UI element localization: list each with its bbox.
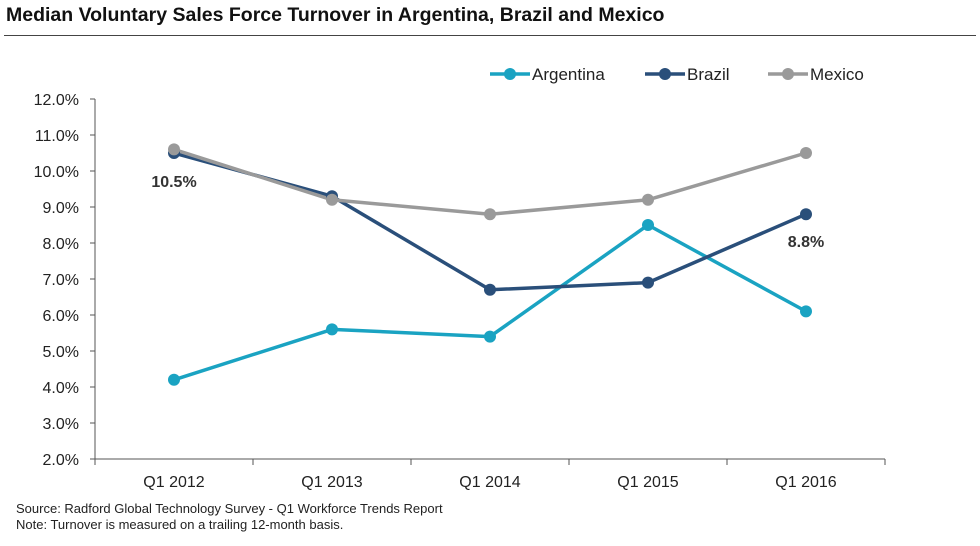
series-line-brazil — [173, 151, 807, 292]
y-tick-label: 2.0% — [43, 452, 79, 469]
chart-axes: 2.0% 3.0% 4.0% 5.0% 6.0% 7.0% 8.0% 9.0% 10.0% 11.… — [34, 92, 886, 491]
x-tick-label: Q1 2014 — [459, 474, 520, 491]
y-tick-label: 5.0% — [43, 344, 79, 361]
chart-lines — [173, 147, 807, 382]
data-point-brazil — [642, 276, 654, 289]
chart-annotations: 10.5% 8.8% — [151, 174, 824, 251]
legend-marker — [659, 68, 671, 80]
data-point-argentina — [326, 323, 338, 336]
title-divider — [4, 35, 976, 36]
data-point-mexico — [642, 193, 654, 206]
chart-markers — [168, 143, 812, 386]
x-tick-label: Q1 2015 — [617, 474, 678, 491]
legend-marker — [504, 68, 516, 80]
chart-legend: Argentina Brazil Mexico — [490, 65, 864, 84]
data-point-argentina — [484, 330, 496, 343]
y-tick-label: 12.0% — [34, 92, 79, 109]
y-tick-label: 4.0% — [43, 380, 79, 397]
data-point-mexico — [484, 208, 496, 221]
data-point-argentina — [642, 219, 654, 231]
line-chart: 2.0% 3.0% 4.0% 5.0% 6.0% 7.0% 8.0% 9.0% 10.0% 11.… — [34, 65, 886, 491]
y-tick-label: 10.0% — [34, 164, 79, 181]
legend-marker — [782, 68, 794, 80]
legend-label: Brazil — [687, 65, 730, 84]
x-tick-label: Q1 2016 — [775, 474, 836, 491]
data-point-brazil — [484, 283, 496, 296]
y-tick-label: 7.0% — [43, 272, 79, 289]
data-label: 8.8% — [788, 234, 824, 251]
chart-footer: Source: Radford Global Technology Survey… — [16, 501, 443, 533]
x-tick-label: Q1 2012 — [143, 474, 204, 491]
data-point-mexico — [326, 193, 338, 206]
y-tick-label: 6.0% — [43, 308, 79, 325]
data-point-mexico — [800, 147, 812, 159]
series-line-argentina — [173, 223, 807, 382]
y-tick-label: 11.0% — [35, 128, 79, 145]
data-label: 10.5% — [151, 174, 196, 191]
y-tick-label: 8.0% — [43, 236, 79, 253]
legend-label: Mexico — [810, 65, 864, 84]
y-tick-label: 3.0% — [43, 416, 79, 433]
data-point-brazil — [800, 208, 812, 221]
source-note: Source: Radford Global Technology Survey… — [16, 501, 443, 516]
chart-title: Median Voluntary Sales Force Turnover in… — [6, 4, 665, 26]
y-tick-label: 9.0% — [43, 200, 79, 217]
legend-label: Argentina — [532, 65, 605, 84]
x-tick-label: Q1 2013 — [301, 474, 362, 491]
footnote: Note: Turnover is measured on a trailing… — [16, 517, 344, 532]
series-line-mexico — [173, 147, 807, 216]
data-point-argentina — [168, 373, 180, 386]
data-point-mexico — [168, 143, 180, 156]
data-point-argentina — [800, 305, 812, 318]
